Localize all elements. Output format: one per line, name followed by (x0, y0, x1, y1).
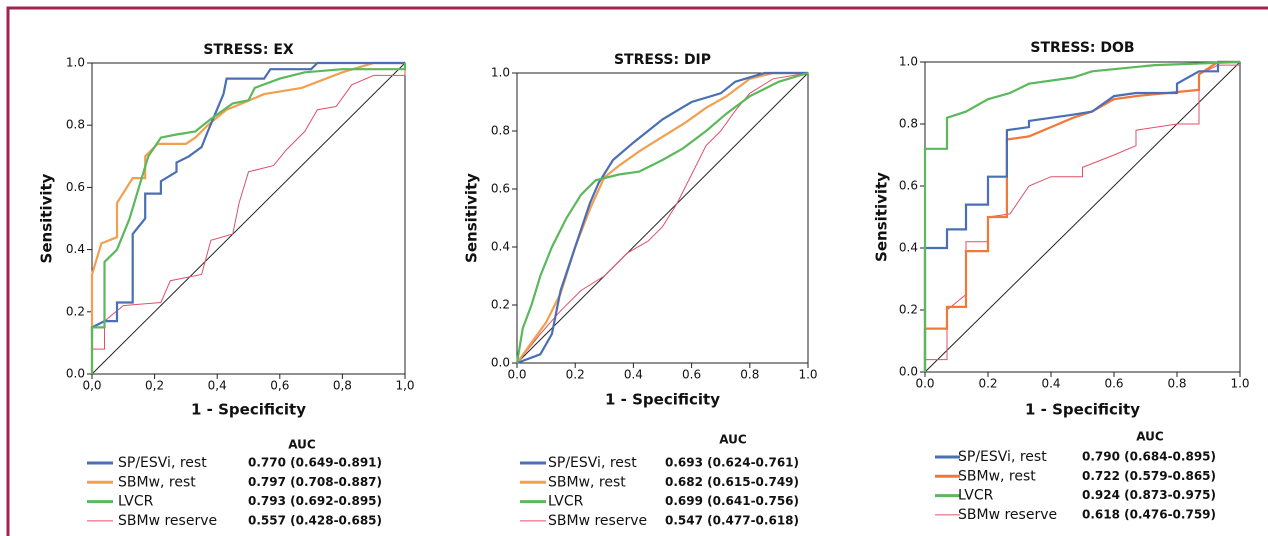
legend-label: LVCR (548, 494, 584, 510)
x-tick-label: 0,0 (82, 379, 101, 393)
x-tick-label: 0,8 (333, 379, 352, 393)
y-axis-label: Sensitivity (873, 172, 891, 262)
chart-title: STRESS: DIP (614, 52, 711, 68)
x-tick-label: 0.0 (915, 377, 934, 391)
frame (6, 6, 1268, 536)
legend-auc: 0.790 (0.684-0.895) (1082, 450, 1216, 464)
y-tick-label: 0.0 (899, 365, 918, 379)
roc-curve (516, 71, 808, 365)
x-tick-label: 0.0 (507, 368, 526, 382)
x-axis-label: 1 - Specificity (191, 401, 306, 419)
y-tick-label: 0.0 (491, 356, 510, 370)
roc-curve (91, 63, 406, 374)
roc-curve (90, 61, 405, 374)
legend-auc: 0.682 (0.615-0.749) (665, 475, 799, 489)
x-tick-label: 0.2 (978, 377, 997, 391)
legend-auc: 0.722 (0.579-0.865) (1082, 469, 1216, 483)
y-tick-label: 0.8 (491, 124, 510, 138)
x-tick-label: 0.4 (1041, 377, 1060, 391)
y-tick-label: 0.2 (899, 303, 918, 317)
legend-auc: 0.699 (0.641-0.756) (665, 494, 799, 508)
x-tick-label: 0,2 (145, 379, 164, 393)
legend-auc: 0.770 (0.649-0.891) (248, 456, 382, 470)
x-tick-label: 0,6 (270, 379, 289, 393)
y-tick-label: 0.2 (66, 304, 85, 318)
legend-auc: 0.547 (0.477-0.618) (665, 513, 799, 527)
legend-label: SBMw, rest (958, 468, 1036, 484)
legend-title: AUC (288, 438, 316, 452)
reference-line (91, 62, 406, 375)
y-tick-label: 0.6 (66, 180, 85, 194)
reference-line (924, 61, 1241, 373)
x-tick-label: 0.8 (740, 368, 759, 382)
x-tick-label: 0,4 (208, 379, 227, 393)
legend-label: SBMw, rest (118, 474, 196, 490)
legend-label: SBMw reserve (118, 513, 217, 529)
roc-curve (516, 71, 808, 364)
y-tick-label: 0.4 (491, 240, 510, 254)
y-tick-label: 1.0 (66, 56, 85, 70)
x-tick-label: 1.0 (1230, 377, 1249, 391)
roc-curve (515, 71, 809, 364)
y-axis-label: Sensitivity (463, 173, 481, 263)
y-tick-label: 1.0 (899, 55, 918, 69)
x-tick-label: 0.4 (624, 368, 643, 382)
roc-curve (90, 63, 407, 374)
legend-auc: 0.618 (0.476-0.759) (1082, 507, 1216, 521)
legend-label: LVCR (118, 494, 154, 510)
y-tick-label: 0.2 (491, 298, 510, 312)
x-tick-label: 0.2 (566, 368, 585, 382)
x-tick-label: 0.6 (682, 368, 701, 382)
plot-area (516, 72, 809, 364)
legend-label: SP/ESVi, rest (548, 455, 637, 471)
reference-line (516, 72, 809, 364)
plot-area (91, 62, 406, 375)
legend-label: LVCR (958, 488, 994, 504)
y-tick-label: 0.6 (491, 182, 510, 196)
legend-auc: 0.924 (0.873-0.975) (1082, 488, 1216, 502)
roc-curve (923, 60, 1241, 372)
y-tick-label: 0.4 (66, 242, 85, 256)
roc-curve (924, 64, 1240, 372)
roc-curve (923, 60, 1240, 372)
x-axis-label: 1 - Specificity (1025, 401, 1140, 419)
chart-title: STRESS: EX (203, 42, 294, 58)
x-tick-label: 1.0 (798, 368, 817, 382)
y-tick-label: 0.8 (899, 117, 918, 131)
roc-curve (90, 61, 405, 337)
legend-title: AUC (719, 433, 747, 447)
y-tick-label: 1.0 (491, 66, 510, 80)
legend-auc: 0.797 (0.708-0.887) (248, 475, 382, 489)
y-tick-label: 0.8 (66, 118, 85, 132)
legend-label: SP/ESVi, rest (958, 449, 1047, 465)
y-tick-label: 0.0 (66, 367, 85, 381)
chart-title: STRESS: DOB (1030, 40, 1134, 56)
x-axis-label: 1 - Specificity (605, 391, 720, 409)
x-tick-label: 0.6 (1104, 377, 1123, 391)
legend-auc: 0.693 (0.624-0.761) (665, 456, 799, 470)
y-axis-label: Sensitivity (38, 173, 56, 263)
roc-curve (923, 60, 1240, 372)
y-tick-label: 0.6 (899, 179, 918, 193)
legend-auc: 0.793 (0.692-0.895) (248, 494, 382, 508)
legend-label: SBMw reserve (958, 507, 1057, 523)
legend-label: SBMw reserve (548, 513, 647, 529)
legend-label: SBMw, rest (548, 474, 626, 490)
legend-label: SP/ESVi, rest (118, 455, 207, 471)
legend-auc: 0.557 (0.428-0.685) (248, 513, 382, 527)
y-tick-label: 0.4 (899, 241, 918, 255)
x-tick-label: 0.8 (1167, 377, 1186, 391)
legend-title: AUC (1136, 430, 1164, 444)
x-tick-label: 1,0 (395, 379, 414, 393)
